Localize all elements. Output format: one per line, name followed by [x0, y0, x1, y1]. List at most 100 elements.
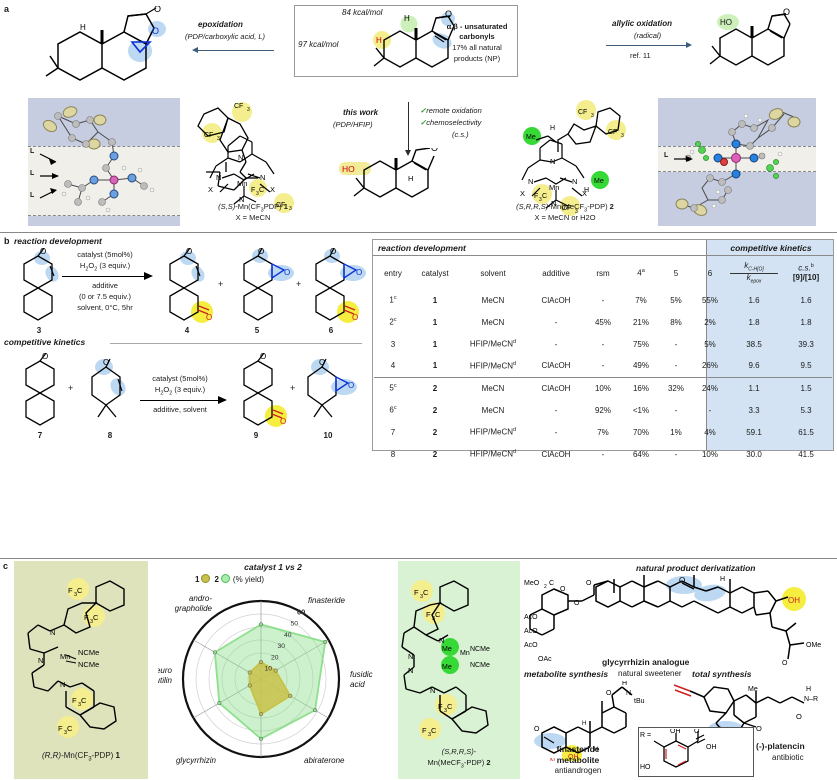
table-row[interactable]: 1c 1 MeCN ClAcOH - 7% 5% 55% 1.6 1.6 [374, 289, 832, 311]
svg-text:O: O [445, 9, 452, 19]
xtal2-ligand-label: L [664, 152, 669, 159]
svg-text:N: N [430, 686, 435, 695]
table-body: 1c 1 MeCN ClAcOH -7% 5% 55% 1.6 1.6 2c 1 MeCN -45% 21… [374, 289, 832, 465]
table-row[interactable]: 7 2 HFIP/MeCNd - 7% 70% 1% 4% 59.1 61.5 [374, 421, 832, 443]
product-10-structure: O O [307, 358, 357, 418]
cell-solvent: MeCN [481, 405, 505, 415]
svg-text:C: C [447, 702, 453, 711]
svg-text:N: N [551, 199, 556, 208]
table-row[interactable]: 3 1 HFIP/MeCNd - - 75% - 5% 38.5 39.3 [374, 333, 832, 355]
table-row[interactable]: 2c 1 MeCN - 45% 21% 8% 2% 1.8 1.8 [374, 311, 832, 333]
svg-text:F: F [534, 193, 538, 200]
alpha-beta-line3: 17% all natural [452, 43, 502, 52]
cell-5: - [674, 449, 678, 459]
panel-c-catalyst-2-name-line2: Mn(MeCF3-PDP) 2 [427, 758, 491, 770]
catalyst-1-ligand: X = MeCN [235, 213, 271, 222]
cell-k-ratio: 1.6 [748, 295, 760, 305]
cell-k-ratio: 1.8 [748, 317, 760, 327]
cell-rsm: - [601, 449, 605, 459]
cell-additive: - [554, 317, 558, 327]
cell-catalyst: 2 [432, 427, 438, 437]
results-table: entry catalyst solvent additive rsm 4a 5… [374, 257, 832, 465]
reaction-development-heading: reaction development [14, 236, 102, 246]
panel-c-catalyst-2-drawing: F 3 C F 3 C F 3 C F 3 C N N N N Mn Me Me… [400, 573, 518, 749]
epoxidation-label: epoxidation [198, 20, 243, 29]
crystal-structure-1: L L L [28, 98, 180, 226]
th-col5: 5 [673, 268, 679, 278]
panel-c: c F 3 C F 3 [0, 558, 837, 780]
svg-text:Me: Me [526, 134, 536, 141]
svg-text:O: O [206, 313, 212, 322]
th-col4: 4a [637, 268, 645, 278]
svg-text:O: O [348, 381, 354, 390]
th-catalyst: catalyst [421, 268, 449, 278]
cell-entry: 5c [389, 383, 397, 394]
scheme2-arrowhead [218, 396, 227, 404]
svg-text:O: O [606, 690, 612, 697]
svg-text:10: 10 [265, 666, 273, 673]
svg-text:3: 3 [420, 594, 423, 600]
cell-entry: 1c [389, 295, 397, 305]
svg-text:30: 30 [278, 643, 286, 650]
cell-additive: - [554, 427, 558, 437]
cell-6: 4% [704, 427, 716, 437]
svg-text:H: H [404, 14, 410, 23]
compound-10-label: 10 [323, 431, 333, 440]
table-row[interactable]: 6c 2 MeCN - 92% <1% - - 3.3 5.3 [374, 399, 832, 421]
svg-text:OH: OH [706, 744, 717, 751]
svg-text:O: O [783, 8, 790, 17]
svg-text:O: O [574, 600, 580, 607]
table-row[interactable]: 5c 2 MeCN ClAcOH 10% 16% 32% 24% 1.1 1.5 [374, 377, 832, 399]
competitive-kinetics-heading: competitive kinetics [4, 337, 86, 347]
table-rule-top [373, 255, 833, 256]
panel-b: b reaction development O 3 catalyst (5mo… [0, 232, 837, 558]
svg-text:HO: HO [342, 164, 355, 174]
svg-text:O: O [154, 6, 161, 14]
catalyst-1-drawing: CF 3 CF 3 F 3 C CF 3 N N N [196, 100, 314, 232]
panel-a: a O H O epoxidation (PDP/carboxylic acid… [0, 0, 837, 232]
product-5-structure: O O [243, 248, 294, 321]
svg-text:Me: Me [442, 664, 452, 671]
finasteride-metabolite-structure: O N H OH O H N tBu H H [534, 681, 645, 761]
svg-text:O: O [679, 576, 685, 585]
svg-text:N: N [50, 628, 55, 637]
scheme1-cond5: solvent, 0°C, 5hr [77, 303, 133, 312]
panel-c-catalyst-2-name-line1: (S,R,R,S)- [441, 747, 477, 756]
svg-text:acid: acid [350, 680, 365, 689]
cell-6: 2% [704, 317, 716, 327]
glycyrrhizin-name: glycyrrhizin analogue [602, 657, 690, 667]
table-row[interactable]: 4 1 HFIP/MeCNd ClAcOH - 49% - 26% 9.6 9.5 [374, 355, 832, 377]
bde-97-label: 97 kcal/mol [298, 40, 339, 49]
cell-5: - [674, 339, 678, 349]
this-work-sublabel: (PDP/HFIP) [333, 120, 373, 129]
table-row[interactable]: 8 2 HFIP/MeCNd ClAcOH - 64% - 10% 30.0 41.5 [374, 443, 832, 465]
xtal1-ligand-label-1: L [30, 148, 35, 155]
svg-text:3: 3 [256, 191, 259, 197]
svg-text:O: O [284, 268, 290, 277]
kinetics-column-bg [706, 240, 833, 450]
cell-5: 1% [670, 427, 682, 437]
compound-6-label: 6 [328, 326, 334, 335]
cell-rsm: 92% [594, 405, 611, 415]
svg-text:O: O [40, 248, 46, 256]
scheme2-cond1: catalyst (5mol%) [152, 374, 208, 383]
svg-text:O: O [352, 313, 358, 322]
table-vrule [706, 240, 707, 450]
svg-text:N: N [439, 636, 444, 645]
scheme1-plus-2: + [296, 279, 302, 289]
th-rsm: rsm [596, 268, 610, 278]
scheme2-cond3: additive, solvent [153, 405, 207, 414]
total-synthesis-title: total synthesis [692, 669, 752, 679]
epoxidation-arrowhead [192, 47, 198, 53]
svg-text:O: O [319, 358, 325, 367]
svg-text:N: N [626, 690, 631, 697]
cell-rsm: - [601, 339, 605, 349]
scheme2-arrow [140, 400, 220, 402]
allylic-arrow [606, 45, 686, 46]
cell-k-ratio: 9.6 [748, 361, 760, 371]
cell-entry: 8 [390, 449, 396, 459]
scheme1-cond3: additive [92, 281, 118, 290]
svg-text:H: H [582, 721, 586, 727]
cell-catalyst: 2 [432, 449, 438, 459]
svg-text:N: N [572, 177, 577, 186]
